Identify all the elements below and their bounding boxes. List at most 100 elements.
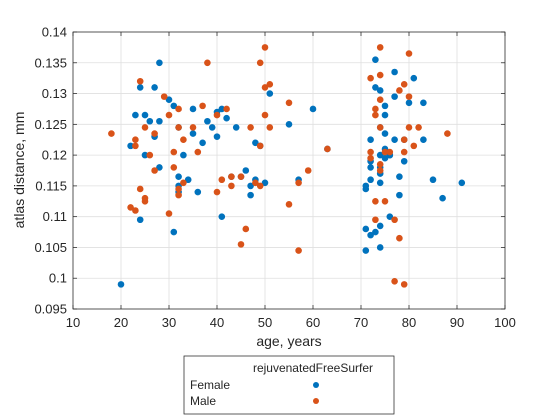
data-point-male: [367, 148, 374, 156]
x-tick-label: 10: [66, 315, 80, 330]
data-point-male: [261, 111, 269, 119]
data-point-male: [204, 59, 211, 67]
data-point-male: [237, 173, 245, 180]
data-point-female: [156, 117, 163, 125]
x-tick-label: 80: [402, 315, 416, 330]
data-point-male: [266, 124, 274, 131]
data-point-female: [381, 102, 389, 110]
data-point-male: [127, 204, 134, 211]
data-point-female: [362, 225, 370, 233]
y-tick-label: 0.125: [34, 117, 67, 132]
data-point-male: [223, 105, 230, 113]
data-point-female: [381, 111, 389, 119]
data-point-male: [132, 136, 139, 144]
data-point-male: [415, 124, 422, 131]
data-point-female: [170, 228, 178, 236]
data-point-male: [175, 191, 182, 199]
data-point-male: [372, 111, 379, 119]
data-point-female: [429, 176, 437, 184]
ticks: 10 20 30 40 50 60 70 80 90 100 0.095 0.1 0.105 0.11 0.…: [34, 25, 515, 331]
data-point-male: [151, 167, 158, 174]
x-tick-label: 90: [450, 315, 464, 330]
data-point-male: [304, 167, 312, 174]
x-tick-label: 60: [306, 315, 320, 330]
y-tick-label: 0.135: [34, 55, 67, 70]
data-point-male: [175, 185, 182, 193]
data-point-male: [108, 130, 115, 137]
data-point-male: [194, 148, 202, 156]
y-tick-label: 0.105: [34, 240, 67, 255]
data-point-male: [444, 130, 451, 137]
data-point-female: [405, 99, 413, 107]
data-point-female: [170, 102, 178, 110]
data-point-male: [285, 201, 293, 208]
data-point-male: [213, 111, 221, 119]
plot-frame: [72, 31, 506, 310]
data-point-male: [228, 182, 235, 190]
legend-label-male: Male: [190, 394, 216, 408]
data-point-male: [376, 167, 384, 174]
data-point-male: [396, 234, 403, 242]
data-point-male: [199, 102, 206, 110]
y-axis-label: atlas distance, mm: [11, 112, 27, 229]
x-tick-label: 100: [494, 315, 516, 330]
data-point-female: [439, 194, 446, 202]
data-point-female: [218, 213, 226, 220]
data-point-male: [189, 124, 197, 131]
data-point-female: [136, 84, 144, 91]
data-point-male: [295, 179, 302, 187]
data-point-female: [376, 87, 384, 94]
data-point-male: [400, 148, 408, 156]
data-point-female: [367, 231, 374, 239]
x-tick-label: 70: [354, 315, 368, 330]
data-point-male: [252, 179, 259, 187]
data-point-female: [367, 176, 374, 184]
data-point-male: [405, 50, 413, 57]
data-point-male: [405, 93, 413, 100]
data-point-male: [170, 148, 178, 156]
x-tick-label: 50: [258, 315, 272, 330]
data-point-female: [309, 105, 317, 113]
data-point-male: [410, 142, 418, 150]
data-point-male: [256, 182, 264, 190]
data-point-female: [242, 167, 250, 174]
data-point-female: [189, 105, 197, 113]
data-point-female: [252, 139, 259, 147]
data-point-male: [151, 130, 158, 137]
data-point-female: [232, 124, 240, 131]
data-point-male: [165, 111, 173, 119]
data-point-female: [132, 111, 139, 119]
data-point-male: [381, 197, 389, 205]
legend-marker-male: [313, 398, 319, 404]
data-point-female: [391, 68, 398, 76]
legend-box: [183, 355, 395, 415]
data-point-female: [376, 151, 384, 159]
data-point-male: [165, 210, 173, 217]
data-point-female: [376, 244, 384, 251]
y-tick-label: 0.095: [34, 302, 67, 317]
data-point-male: [285, 99, 293, 107]
data-point-male: [256, 142, 264, 150]
data-point-male: [405, 124, 413, 131]
data-point-female: [141, 111, 149, 119]
data-point-male: [180, 136, 187, 144]
data-point-female: [189, 130, 197, 137]
data-point-female: [261, 179, 269, 187]
data-point-female: [381, 130, 389, 137]
data-point-female: [362, 247, 370, 254]
data-point-female: [156, 59, 163, 67]
x-tick-label: 20: [114, 315, 128, 330]
y-tick-label: 0.13: [42, 86, 67, 101]
data-point-female: [396, 191, 403, 199]
data-point-male: [180, 179, 187, 187]
data-point-female: [420, 136, 427, 144]
data-point-male: [295, 247, 302, 254]
data-point-male: [261, 44, 269, 51]
data-point-male: [132, 142, 139, 150]
legend-title: rejuvenatedFreeSurfer: [253, 361, 373, 375]
data-point-female: [247, 191, 254, 199]
data-point-male: [218, 176, 226, 184]
data-point-female: [223, 114, 230, 122]
x-axis-label: age, years: [256, 333, 321, 349]
data-point-female: [199, 139, 206, 147]
